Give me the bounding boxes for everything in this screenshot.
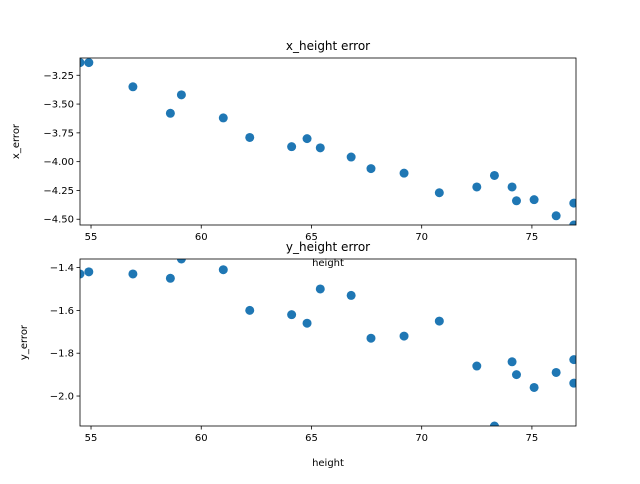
data-point-1-18 bbox=[529, 382, 539, 392]
x-tick-label: 75 bbox=[526, 232, 539, 243]
y-tick-label: −1.6 bbox=[50, 306, 74, 317]
title-y-height-error: y_height error bbox=[286, 240, 370, 254]
data-point-1-1 bbox=[84, 267, 94, 277]
data-point-1-7 bbox=[287, 310, 297, 320]
data-point-0-15 bbox=[489, 170, 499, 180]
axes-frame-y-error bbox=[79, 258, 577, 427]
data-point-0-7 bbox=[287, 142, 297, 152]
data-point-1-21 bbox=[569, 378, 576, 388]
x-tick-label: 65 bbox=[305, 232, 318, 243]
scatter-points-y-error bbox=[80, 259, 576, 426]
x-tick-label: 60 bbox=[195, 433, 208, 444]
scatter-points-x-error bbox=[80, 58, 576, 225]
data-point-0-17 bbox=[511, 196, 521, 206]
data-point-1-4 bbox=[176, 259, 186, 264]
data-point-1-9 bbox=[315, 284, 325, 294]
data-point-0-3 bbox=[165, 108, 175, 118]
data-point-0-13 bbox=[434, 188, 444, 198]
data-point-0-19 bbox=[551, 211, 561, 221]
data-point-0-9 bbox=[315, 143, 325, 153]
data-point-1-8 bbox=[302, 318, 312, 328]
data-point-1-0 bbox=[80, 269, 85, 279]
data-point-1-6 bbox=[245, 305, 255, 315]
y-ticks-top: −3.25 −3.50 −3.75 −4.00 −4.25 −4.50 bbox=[43, 71, 80, 226]
y-label-y-error: y_error bbox=[19, 324, 30, 360]
axes-frame-x-error bbox=[79, 57, 577, 226]
data-point-1-16 bbox=[507, 357, 517, 367]
y-tick-label: −3.25 bbox=[43, 71, 74, 82]
data-point-0-0 bbox=[80, 58, 85, 68]
y-ticks-bottom: −1.4 −1.6 −1.8 −2.0 bbox=[50, 263, 80, 403]
data-point-0-20 bbox=[569, 198, 576, 208]
y-tick-label: −4.25 bbox=[43, 186, 74, 197]
data-point-1-15 bbox=[489, 421, 499, 426]
x-tick-label: 60 bbox=[195, 232, 208, 243]
title-x-height-error: x_height error bbox=[286, 39, 370, 53]
data-point-0-10 bbox=[346, 152, 356, 162]
x-tick-label: 70 bbox=[415, 433, 428, 444]
x-tick-label: 75 bbox=[526, 433, 539, 444]
data-point-0-5 bbox=[218, 113, 228, 123]
data-point-1-19 bbox=[551, 367, 561, 377]
y-label-x-error: x_error bbox=[11, 123, 22, 159]
data-point-0-6 bbox=[245, 132, 255, 142]
data-point-0-21 bbox=[569, 220, 576, 225]
subplot-y-height-error: 55 60 65 70 75 −1.4 −1.6 −1.8 −2.0 y_height err… bbox=[19, 240, 577, 469]
data-point-0-8 bbox=[302, 134, 312, 144]
y-tick-label: −4.50 bbox=[43, 215, 74, 226]
data-point-1-2 bbox=[128, 269, 138, 279]
data-point-1-5 bbox=[218, 265, 228, 275]
data-point-1-10 bbox=[346, 290, 356, 300]
x-tick-label: 65 bbox=[305, 433, 318, 444]
y-tick-label: −1.4 bbox=[50, 263, 74, 274]
data-point-1-12 bbox=[399, 331, 409, 341]
data-point-1-11 bbox=[366, 333, 376, 343]
data-point-1-13 bbox=[434, 316, 444, 326]
x-tick-label: 55 bbox=[85, 433, 98, 444]
data-point-0-18 bbox=[529, 195, 539, 205]
data-point-1-20 bbox=[569, 355, 576, 365]
y-tick-label: −1.8 bbox=[50, 349, 74, 360]
y-tick-label: −3.75 bbox=[43, 128, 74, 139]
y-tick-label: −3.50 bbox=[43, 100, 74, 111]
data-point-0-2 bbox=[128, 82, 138, 92]
x-tick-label: 70 bbox=[415, 232, 428, 243]
data-point-0-16 bbox=[507, 182, 517, 192]
x-tick-label: 55 bbox=[85, 232, 98, 243]
data-point-0-11 bbox=[366, 164, 376, 174]
x-ticks-bottom: 55 60 65 70 75 bbox=[85, 426, 539, 444]
data-point-0-14 bbox=[472, 182, 482, 192]
x-label-bottom: height bbox=[312, 458, 344, 469]
x-label-top: height bbox=[312, 258, 344, 269]
data-point-1-14 bbox=[472, 361, 482, 371]
y-tick-label: −2.0 bbox=[50, 392, 74, 403]
data-point-1-17 bbox=[511, 370, 521, 380]
data-point-0-1 bbox=[84, 58, 94, 68]
data-point-0-12 bbox=[399, 168, 409, 178]
data-point-0-4 bbox=[176, 90, 186, 100]
x-ticks-top: 55 60 65 70 75 bbox=[85, 225, 539, 243]
y-tick-label: −4.00 bbox=[43, 157, 74, 168]
data-point-1-3 bbox=[165, 273, 175, 283]
subplot-x-height-error: 55 60 65 70 75 −3.25 −3.50 −3.75 −4.00 −4.25 −4.5… bbox=[11, 39, 577, 269]
